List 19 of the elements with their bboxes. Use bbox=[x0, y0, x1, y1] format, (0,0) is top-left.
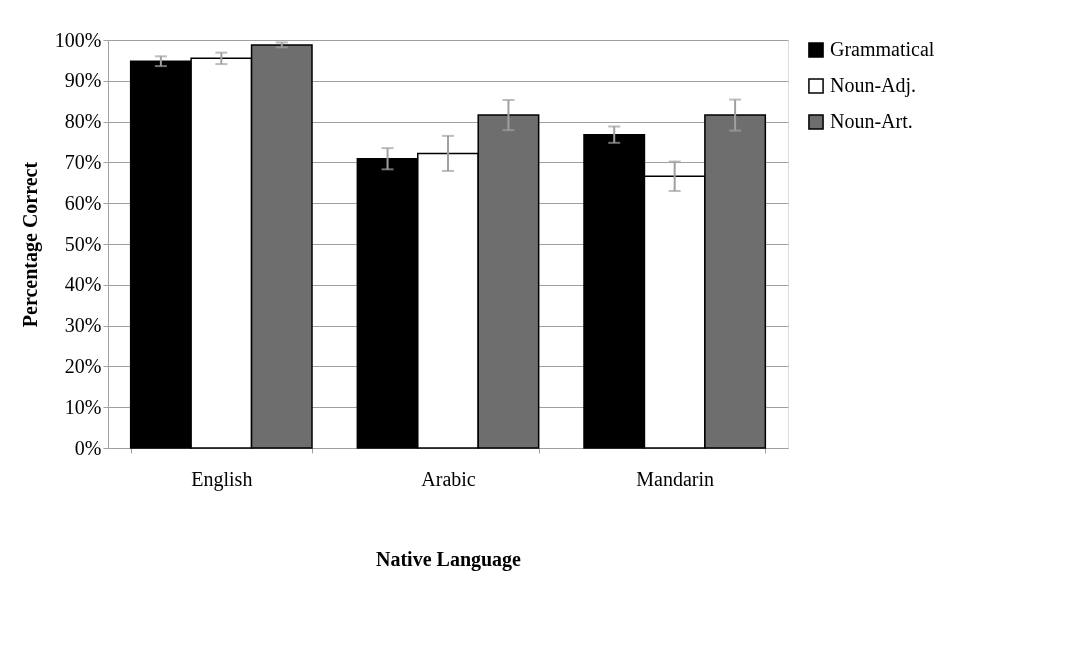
y-tick-label: 10% bbox=[64, 395, 102, 418]
y-tick-label: 40% bbox=[64, 273, 102, 296]
y-tick-label: 50% bbox=[64, 232, 102, 255]
legend-label: Grammatical bbox=[830, 38, 935, 60]
y-tick-label: 30% bbox=[64, 314, 102, 337]
y-tick-label: 60% bbox=[64, 191, 102, 214]
x-axis-title: Native Language bbox=[376, 547, 522, 571]
y-tick-label: 20% bbox=[64, 354, 102, 377]
legend-label: Noun-Art. bbox=[830, 110, 913, 132]
y-tick-label: 70% bbox=[64, 150, 102, 173]
x-tick-label: Arabic bbox=[421, 467, 476, 490]
y-tick-label: 100% bbox=[54, 28, 102, 51]
y-axis-title: Percentage Correct bbox=[18, 161, 42, 328]
y-tick-label: 0% bbox=[74, 436, 102, 459]
x-tick-label: English bbox=[191, 467, 253, 491]
x-tick-label: Mandarin bbox=[636, 467, 715, 490]
y-tick-label: 90% bbox=[64, 69, 102, 92]
legend-label: Noun-Adj. bbox=[830, 74, 917, 97]
y-tick-label: 80% bbox=[64, 110, 102, 133]
